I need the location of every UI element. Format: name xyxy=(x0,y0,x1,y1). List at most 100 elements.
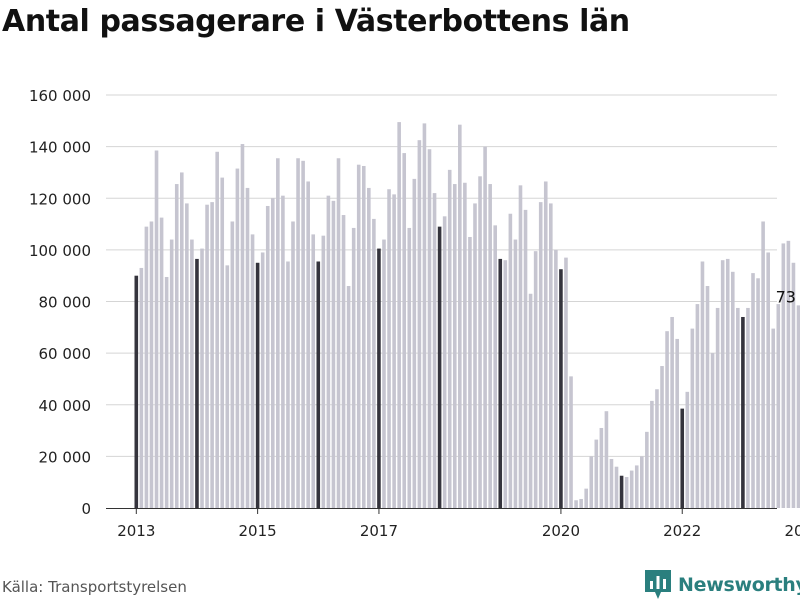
bar xyxy=(584,488,588,508)
bar xyxy=(629,470,634,508)
bar xyxy=(660,366,664,508)
bar xyxy=(225,265,230,508)
y-tick-label: 140 000 xyxy=(29,139,91,157)
bar xyxy=(624,477,629,508)
bar xyxy=(281,195,285,509)
y-tick-label: 60 000 xyxy=(39,345,92,363)
bar xyxy=(771,328,776,508)
bar xyxy=(554,249,558,509)
bar xyxy=(346,286,351,508)
bar xyxy=(159,217,164,509)
bar xyxy=(417,140,422,509)
bar xyxy=(336,158,341,509)
bar xyxy=(589,456,594,509)
bar xyxy=(407,227,412,508)
bar xyxy=(523,209,528,508)
bar xyxy=(326,195,331,509)
bar xyxy=(286,261,290,508)
bar xyxy=(538,202,543,508)
bar xyxy=(276,158,280,509)
bar xyxy=(463,182,467,508)
bar xyxy=(665,331,669,508)
bar xyxy=(452,184,457,509)
bar xyxy=(270,198,275,508)
bar xyxy=(478,176,482,508)
bar xyxy=(720,260,725,508)
bar xyxy=(291,221,295,509)
bar-january xyxy=(437,226,442,508)
bar xyxy=(533,251,538,509)
bar xyxy=(609,458,614,508)
bar-january xyxy=(377,248,381,508)
bar xyxy=(387,189,391,508)
bar xyxy=(604,411,609,508)
bar xyxy=(655,389,659,508)
bar xyxy=(791,262,796,508)
bar xyxy=(260,252,265,508)
bar xyxy=(235,168,240,508)
bar xyxy=(442,216,447,508)
bar-january xyxy=(559,269,563,508)
bar xyxy=(245,187,250,508)
bar xyxy=(710,353,715,509)
x-tick-label: 2013 xyxy=(117,522,155,540)
bar xyxy=(468,236,472,508)
bar xyxy=(301,160,305,508)
bar xyxy=(685,391,690,508)
x-tick-label: 2017 xyxy=(360,522,398,540)
bar xyxy=(200,248,204,508)
bar xyxy=(296,158,300,509)
bar-january xyxy=(498,258,503,508)
bar xyxy=(205,204,209,508)
bar xyxy=(645,431,649,508)
brand-name: Newsworthy xyxy=(678,574,800,596)
bar-january xyxy=(316,261,321,508)
bar-january xyxy=(680,408,685,508)
x-tick-label: 2022 xyxy=(663,522,701,540)
bar xyxy=(422,123,427,508)
bar-january xyxy=(619,475,624,508)
bar xyxy=(311,234,316,508)
bar xyxy=(705,286,710,508)
bar xyxy=(240,144,245,509)
bar xyxy=(488,184,492,509)
bar xyxy=(781,243,786,509)
bar xyxy=(306,181,310,508)
bar xyxy=(493,225,497,508)
bar xyxy=(331,200,336,508)
bar xyxy=(392,194,396,508)
bar xyxy=(569,376,573,508)
bar xyxy=(483,146,487,509)
y-tick-label: 100 000 xyxy=(29,242,91,260)
bar xyxy=(614,466,619,508)
bar xyxy=(250,234,255,508)
bar xyxy=(220,177,225,508)
newsworthy-brand[interactable]: Newsworthy xyxy=(645,570,800,600)
bar xyxy=(756,278,760,508)
bar xyxy=(351,227,356,508)
bar xyxy=(725,258,730,508)
y-tick-label: 160 000 xyxy=(29,87,91,105)
y-tick-label: 20 000 xyxy=(39,448,92,466)
y-tick-label: 0 xyxy=(81,500,91,518)
bar xyxy=(574,500,578,508)
bar xyxy=(700,261,705,508)
bar xyxy=(356,164,361,508)
bar xyxy=(190,239,194,509)
bar xyxy=(599,427,604,508)
bar xyxy=(715,307,720,508)
chart-title: Antal passagerare i Västerbottens län xyxy=(2,4,630,39)
bar-january xyxy=(741,316,745,508)
bar xyxy=(640,456,644,509)
bar xyxy=(154,150,159,508)
bar xyxy=(518,185,523,508)
bar xyxy=(372,218,376,508)
bar xyxy=(265,205,270,509)
bar xyxy=(650,400,654,508)
bar xyxy=(180,172,184,508)
bar xyxy=(513,239,518,509)
bar xyxy=(761,221,765,509)
bar xyxy=(397,122,401,508)
bar xyxy=(149,221,154,509)
bar xyxy=(402,153,407,508)
